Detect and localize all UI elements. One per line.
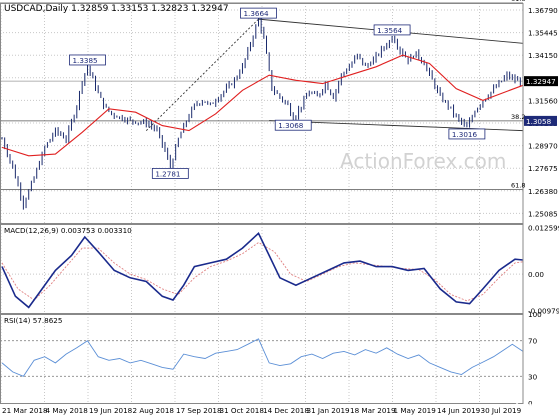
y-tick-label: 1.35445 — [528, 29, 558, 38]
rsi-y-tick-label: 100 — [528, 310, 542, 319]
level-marker-label: 1.3058 — [526, 117, 552, 126]
rsi-title: RSI(14) 57.8625 — [4, 316, 62, 325]
price-annotation-label: 1.3068 — [278, 121, 304, 130]
x-tick-label: 21 Mar 2018 — [2, 406, 48, 415]
macd-y-tick-label: 0.012599 — [528, 223, 559, 232]
symbol-header: USDCAD,Daily 1.32859 1.33153 1.32823 1.3… — [4, 4, 229, 14]
current-price-label: 1.32947 — [526, 77, 556, 86]
rsi-y-tick-label: 70 — [528, 337, 538, 346]
x-tick-label: 2 Aug 2018 — [133, 406, 175, 415]
y-tick-label: 1.34150 — [528, 51, 558, 60]
y-tick-label: 1.26380 — [528, 187, 558, 196]
x-tick-label: 17 Sep 2018 — [176, 406, 222, 415]
moving-average-layer — [2, 55, 523, 376]
price-annotation-label: 1.3564 — [377, 26, 403, 35]
x-tick-label: 14 Jun 2019 — [437, 406, 481, 415]
macd-y-tick-label: 0.00 — [528, 270, 544, 279]
y-tick-label: 1.28970 — [528, 142, 558, 151]
x-tick-label: 19 Jun 2018 — [89, 406, 133, 415]
x-tick-label: 31 Jan 2019 — [307, 406, 351, 415]
y-tick-label: 1.36790 — [528, 6, 558, 15]
price-annotation-label: 1.3664 — [243, 9, 269, 18]
watermark: ActionForex.com — [340, 149, 506, 173]
fib-level-label: 38.2 — [511, 113, 525, 121]
fib-level-label: 61.8 — [511, 181, 525, 189]
x-tick-label: 4 May 2018 — [46, 406, 89, 415]
y-tick-label: 1.31560 — [528, 96, 558, 105]
price-annotation-label: 1.2781 — [155, 169, 180, 178]
trendline — [146, 19, 258, 131]
x-tick-label: 18 Mar 2019 — [350, 406, 396, 415]
rsi-y-tick-label: 30 — [528, 372, 538, 381]
x-tick-label: 31 Oct 2018 — [220, 406, 265, 415]
macd-title: MACD(12,26,9) 0.003753 0.003310 — [4, 226, 132, 235]
fib-level-label: 61.8 — [511, 0, 525, 3]
y-tick-label: 1.25085 — [528, 209, 558, 218]
y-tick-label: 1.27675 — [528, 164, 558, 173]
price-annotation-label: 1.3016 — [452, 130, 478, 139]
price-annotation-label: 1.3385 — [72, 56, 97, 65]
x-tick-label: 1 May 2019 — [394, 406, 437, 415]
x-tick-label: 14 Dec 2018 — [263, 406, 309, 415]
page-indicator: 2 de 2 — [514, 395, 555, 410]
